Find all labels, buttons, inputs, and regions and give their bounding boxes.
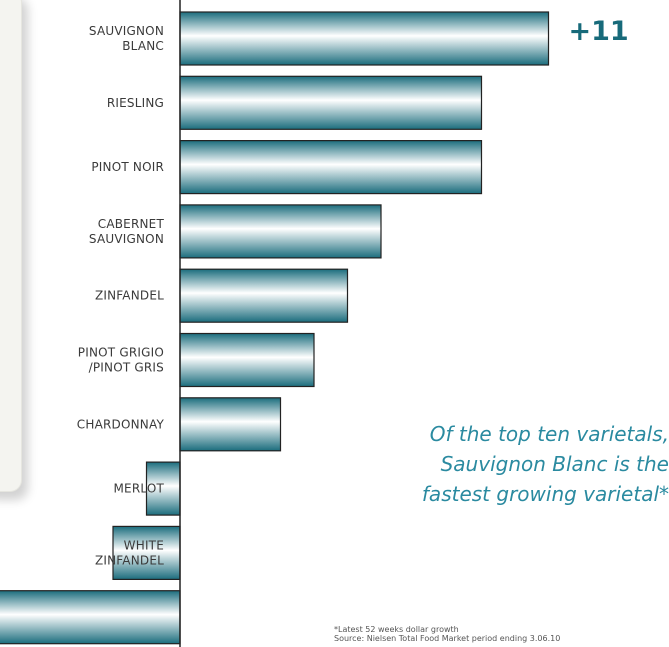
footnote: *Latest 52 weeks dollar growth Source: N… (334, 625, 560, 643)
category-label-line: WHITE (124, 538, 164, 552)
tagline-line-2: Sauvignon Blanc is the (440, 452, 669, 476)
bar (179, 397, 282, 452)
category-label-line: SAUVIGNON (89, 24, 164, 38)
bar (179, 204, 382, 259)
bar (179, 268, 349, 323)
category-label: RIESLING (107, 96, 164, 110)
category-label-line: ZINFANDEL (95, 289, 164, 303)
category-label-line: PINOT GRIGIO (78, 346, 164, 360)
bar (179, 75, 483, 130)
tagline-line-1: Of the top ten varietals, (429, 422, 669, 446)
category-label-line: PINOT NOIR (91, 160, 164, 174)
category-label-line: CABERNET (98, 217, 165, 231)
footnote-line-2: Source: Nielsen Total Food Market period… (334, 634, 561, 643)
category-label-line: CHARDONNAY (77, 417, 165, 431)
category-label-line: MERLOT (113, 482, 164, 496)
top-bar-callout: +11 (569, 16, 629, 47)
category-label: MERLOT (113, 482, 164, 496)
bar (179, 11, 550, 66)
category-label: CABERNET SAUVIGNON (89, 217, 165, 246)
bar (0, 590, 181, 645)
category-label: WHITE ZINFANDEL (95, 538, 164, 567)
bar (179, 332, 315, 388)
footnote-line-1: *Latest 52 weeks dollar growth (334, 625, 459, 634)
category-label: ZINFANDEL (95, 289, 164, 303)
category-label-line: RIESLING (107, 96, 164, 110)
tagline: Of the top ten varietals, Sauvignon Blan… (334, 419, 669, 509)
category-label-line: /PINOT GRIS (89, 361, 164, 375)
background-panel (0, 0, 22, 492)
category-label: CHARDONNAY (77, 417, 165, 431)
category-label-line: BLANC (122, 39, 164, 53)
category-label-line: SAUVIGNON (89, 232, 164, 246)
bar (179, 140, 483, 195)
category-label-line: ZINFANDEL (95, 553, 164, 567)
category-label: PINOT GRIGIO/PINOT GRIS (78, 346, 164, 375)
tagline-line-3: fastest growing varietal* (421, 482, 669, 506)
bar (145, 461, 181, 516)
category-label: PINOT NOIR (91, 160, 164, 174)
category-label: SAUVIGNON BLANC (89, 24, 164, 53)
